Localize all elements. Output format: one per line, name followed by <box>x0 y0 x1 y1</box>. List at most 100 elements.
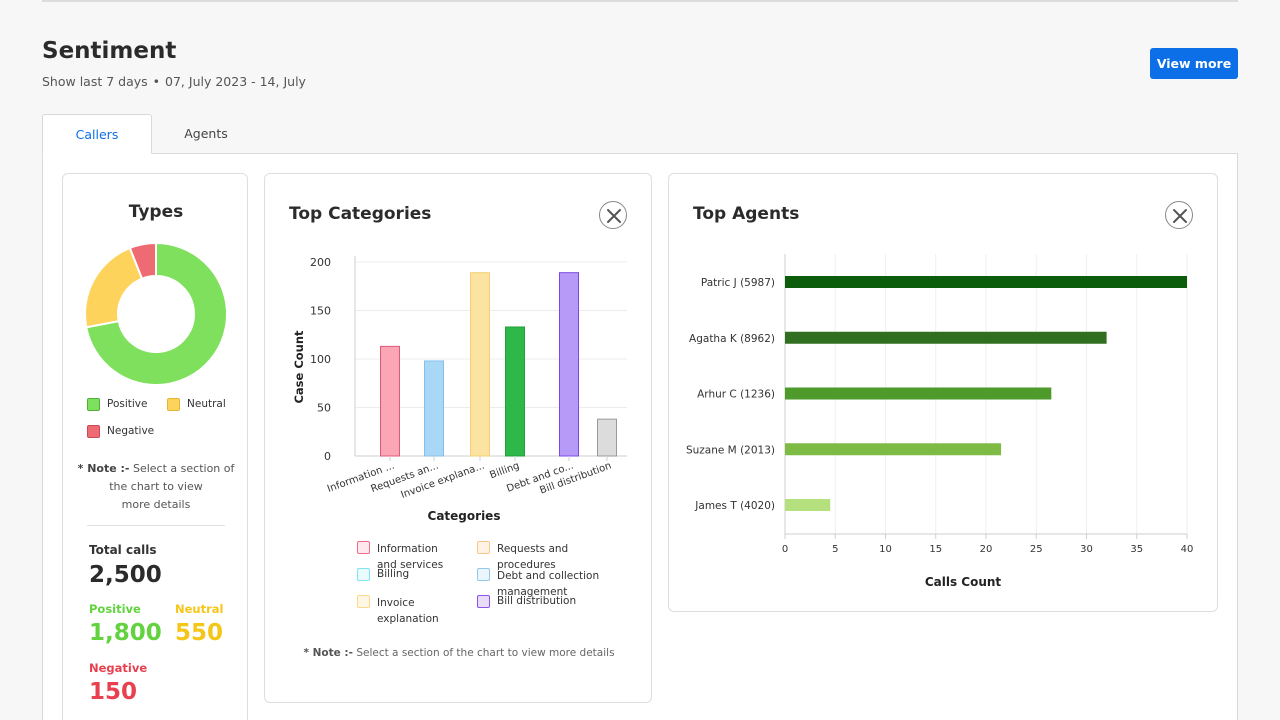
note-text-2: the chart to view <box>109 480 203 493</box>
top-agents-card: Top Agents 0 5 10 15 20 25 30 35 40 Patric J (598… <box>668 173 1218 612</box>
note-prefix: * Note :- <box>77 462 130 475</box>
bar-1[interactable] <box>424 360 444 457</box>
y-tick-label: 0 <box>324 450 331 463</box>
x-tick-label: 5 <box>832 544 838 555</box>
legend-billing-swatch <box>357 568 370 581</box>
bar-4[interactable] <box>559 272 579 457</box>
top-agents-title: Top Agents <box>693 204 800 224</box>
agent-bar-2[interactable] <box>785 387 1052 400</box>
agent-label: Suzane M (2013) <box>686 444 775 456</box>
y-tick-label: 150 <box>310 305 331 318</box>
y-tick-label: 100 <box>310 353 331 366</box>
total-calls-label: Total calls <box>89 543 157 557</box>
types-note: * Note :- Select a section of the chart … <box>73 460 239 514</box>
bar-3[interactable] <box>505 326 525 457</box>
x-tick-label: 20 <box>980 544 993 555</box>
tab-agents[interactable]: Agents <box>184 126 228 141</box>
y-tick-label: 200 <box>310 256 331 269</box>
x-tick-label: 10 <box>879 544 892 555</box>
date-range: 07, July 2023 - 14, July <box>165 74 306 89</box>
legend-requests-label[interactable]: Requests and procedures <box>497 541 568 573</box>
agent-bar-0[interactable] <box>785 276 1187 288</box>
tab-callers[interactable]: Callers <box>42 114 152 154</box>
legend-neutral-label[interactable]: Neutral <box>187 398 226 410</box>
categories-note-text: Select a section of the chart to view mo… <box>356 647 615 659</box>
view-more-button[interactable]: View more <box>1150 48 1238 79</box>
legend-bill-distribution-label[interactable]: Bill distribution <box>497 595 577 607</box>
legend-debt-label[interactable]: Debt and collection management <box>497 568 599 600</box>
donut-slice-neutral[interactable] <box>84 246 144 329</box>
legend-debt-line2: management <box>497 586 568 598</box>
bar-2[interactable] <box>470 272 490 457</box>
types-divider <box>87 525 225 526</box>
neutral-calls-label: Neutral <box>175 602 224 616</box>
donut-slice-positive[interactable] <box>85 241 228 386</box>
categories-note-prefix: * Note :- <box>303 647 353 659</box>
agent-label: Patric J (5987) <box>701 277 775 289</box>
x-tick-label: 25 <box>1030 544 1043 555</box>
x-tick-label: 40 <box>1181 544 1194 555</box>
neutral-calls-value: 550 <box>175 620 224 646</box>
types-donut-chart[interactable] <box>63 236 249 396</box>
types-title: Types <box>128 202 184 222</box>
positive-calls-value: 1,800 <box>89 620 162 646</box>
categories-note: * Note :- Select a section of the chart … <box>265 647 653 659</box>
legend-invoice-line2: explanation <box>377 613 439 625</box>
legend-negative-swatch <box>87 425 100 438</box>
bar-0[interactable] <box>380 345 400 457</box>
legend-requests-line2: procedures <box>497 559 556 571</box>
period-label: Show last 7 days <box>42 74 148 89</box>
types-card: Types Positive Neutral Negative * Note :… <box>62 173 248 720</box>
bar-5[interactable] <box>597 418 617 457</box>
total-calls-value: 2,500 <box>89 562 162 588</box>
positive-calls-label: Positive <box>89 602 141 616</box>
legend-requests-swatch <box>477 541 490 554</box>
legend-invoice-label[interactable]: Invoice explanation <box>377 595 439 627</box>
x-tick-label: 15 <box>929 544 942 555</box>
legend-positive-swatch <box>87 398 100 411</box>
legend-information-label[interactable]: Information and services <box>377 541 443 573</box>
note-text-1: Select a section of <box>132 462 235 475</box>
close-icon <box>1173 209 1187 223</box>
legend-invoice-swatch <box>357 595 370 608</box>
agent-label: Arhur C (1236) <box>697 389 775 401</box>
legend-positive-label[interactable]: Positive <box>107 398 148 410</box>
agent-label: Agatha K (8962) <box>689 333 775 345</box>
x-tick-label: 35 <box>1130 544 1143 555</box>
x-tick-label: 0 <box>782 544 788 555</box>
legend-invoice-line1: Invoice <box>377 597 415 609</box>
donut-slice-negative[interactable] <box>128 241 157 280</box>
legend-billing-label[interactable]: Billing <box>377 568 410 580</box>
agent-label: James T (4020) <box>694 500 775 512</box>
note-text-3: more details <box>121 498 191 511</box>
legend-information-swatch <box>357 541 370 554</box>
legend-bill-distribution-swatch <box>477 595 490 608</box>
negative-calls-value: 150 <box>89 679 138 705</box>
date-range-subtitle: Show last 7 days • 07, July 2023 - 14, Jul… <box>42 74 306 89</box>
x-axis-title: Categories <box>428 509 501 523</box>
legend-negative-label[interactable]: Negative <box>107 425 155 437</box>
agent-bar-1[interactable] <box>785 331 1107 344</box>
legend-debt-line1: Debt and collection <box>497 570 600 582</box>
separator-dot: • <box>152 74 161 89</box>
close-categories-button[interactable] <box>599 201 627 229</box>
legend-information-line2: and services <box>377 559 444 571</box>
legend-requests-line1: Requests and <box>497 543 569 555</box>
top-categories-title: Top Categories <box>289 204 432 224</box>
y-tick-label: 50 <box>317 402 331 415</box>
page-title: Sentiment <box>42 38 177 64</box>
close-icon <box>607 209 621 223</box>
x-tick-label: Billing <box>488 460 521 481</box>
agent-bar-3[interactable] <box>785 443 1002 456</box>
legend-neutral-swatch <box>167 398 180 411</box>
top-divider <box>42 0 1238 2</box>
y-axis-title: Case Count <box>292 330 306 404</box>
top-agents-bar-chart[interactable]: 0 5 10 15 20 25 30 35 40 Patric J (5987) Agatha K … <box>669 244 1219 594</box>
close-agents-button[interactable] <box>1165 201 1193 229</box>
legend-information-line1: Information <box>377 543 438 555</box>
agent-bar-4[interactable] <box>785 499 831 511</box>
x-tick-label: 30 <box>1080 544 1093 555</box>
x-axis-title: Calls Count <box>925 575 1002 589</box>
legend-debt-swatch <box>477 568 490 581</box>
